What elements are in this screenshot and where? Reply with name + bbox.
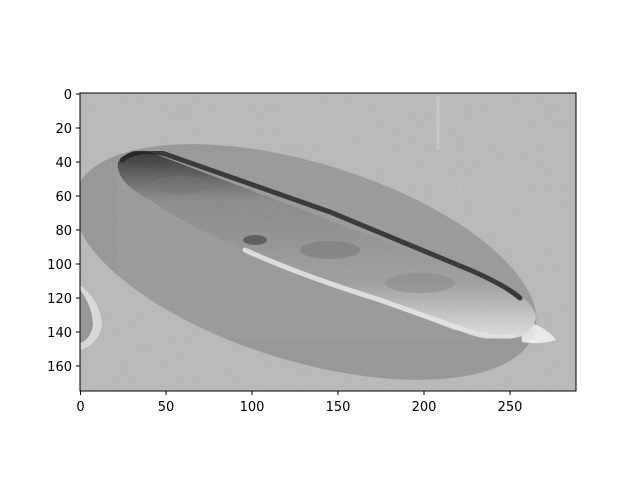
y-tick-label: 140 — [47, 326, 72, 341]
y-tick-label: 60 — [55, 190, 72, 205]
y-tick-label: 40 — [55, 156, 72, 171]
y-tick-label: 120 — [47, 292, 72, 307]
y-tick-label: 80 — [55, 224, 72, 239]
y-tick-label: 0 — [64, 88, 72, 103]
x-tick-label: 50 — [158, 400, 175, 415]
y-axis: 0 20 40 60 80 100 120 140 160 — [47, 88, 80, 375]
x-axis: 0 50 100 150 200 250 — [76, 391, 522, 415]
y-tick-label: 20 — [55, 122, 72, 137]
microscopy-image — [80, 93, 576, 391]
cell-body — [117, 149, 536, 340]
x-tick-label: 200 — [412, 400, 437, 415]
y-tick-label: 100 — [47, 258, 72, 273]
x-tick-label: 150 — [326, 400, 351, 415]
axes-frame — [79, 92, 577, 392]
x-tick-label: 250 — [498, 400, 523, 415]
x-tick-label: 0 — [76, 400, 84, 415]
y-tick-label: 160 — [47, 360, 72, 375]
x-tick-label: 100 — [240, 400, 265, 415]
